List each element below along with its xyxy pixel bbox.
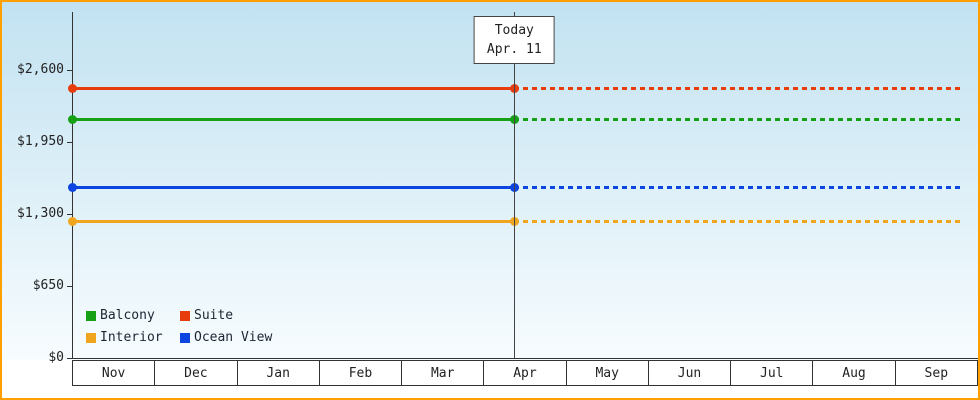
x-axis-month-cell-mar: Mar: [401, 360, 485, 386]
x-axis-month-cell-sep: Sep: [894, 360, 978, 386]
today-line: [514, 12, 516, 358]
series-line-solid-suite: [72, 87, 515, 91]
x-axis-month-cell-jan: Jan: [236, 360, 320, 386]
today-label-date: Apr. 11: [486, 42, 542, 57]
today-label-title: Today: [494, 23, 534, 38]
legend-label-interior: Interior: [100, 330, 163, 345]
x-axis-month-label: Jan: [266, 365, 290, 381]
legend-item-suite: Suite: [180, 308, 272, 323]
x-axis-month-cell-jun: Jun: [647, 360, 732, 386]
y-axis-tick-mark: [67, 286, 72, 287]
today-label: Today Apr. 11: [473, 16, 555, 64]
x-axis-month-label: Apr: [513, 365, 537, 381]
legend-item-ocean-view: Ocean View: [180, 330, 272, 345]
x-axis-month-label: Mar: [430, 365, 455, 381]
y-axis-tick-label: $650: [32, 278, 64, 293]
y-axis-tick-mark: [67, 358, 72, 359]
series-line-dashed-balcony: [514, 118, 963, 122]
y-axis-tick-label: $0: [48, 350, 64, 365]
x-axis-month-cell-dec: Dec: [154, 360, 238, 386]
legend: Balcony Suite Interior Ocean View: [86, 308, 272, 345]
y-axis-tick-label: $2,600: [17, 62, 64, 77]
series-dot-start-suite: [67, 84, 77, 94]
x-axis-month-cell-jul: Jul: [730, 360, 814, 386]
legend-label-suite: Suite: [194, 308, 234, 323]
y-axis-tick-label: $1,950: [17, 134, 64, 149]
x-axis-month-cell-aug: Aug: [812, 360, 896, 386]
series-line-solid-balcony: [72, 118, 515, 122]
x-axis-month-row: Nov Dec Jan Feb Mar Apr May Jun Jul Aug Sep: [72, 360, 978, 386]
legend-item-interior: Interior: [86, 330, 180, 345]
y-axis-tick-mark: [67, 142, 72, 143]
x-axis-month-cell-apr: Apr: [483, 360, 567, 386]
x-axis-line: [72, 358, 978, 359]
y-axis-tick-mark: [67, 214, 72, 215]
x-axis-month-label: May: [595, 365, 619, 381]
x-axis-month-cell-feb: Feb: [318, 360, 403, 386]
x-axis-month-label: Feb: [348, 365, 373, 381]
legend-swatch-ocean-view: [180, 332, 190, 343]
x-axis-month-label: Aug: [842, 365, 866, 381]
series-line-dashed-ocean-view: [514, 185, 963, 189]
legend-label-balcony: Balcony: [100, 308, 155, 323]
series-line-solid-ocean-view: [72, 185, 515, 189]
legend-item-balcony: Balcony: [86, 308, 180, 323]
x-axis-month-label: Nov: [101, 365, 126, 381]
series-dot-start-balcony: [67, 115, 77, 125]
series-line-dashed-interior: [514, 219, 963, 223]
y-axis-tick-mark: [67, 70, 72, 71]
x-axis-month-cell-nov: Nov: [72, 360, 156, 386]
series-dot-start-interior: [67, 216, 77, 226]
x-axis-month-label: Jun: [677, 365, 702, 381]
x-axis-month-label: Sep: [924, 365, 949, 381]
series-line-solid-interior: [72, 219, 515, 223]
x-axis-month-label: Jul: [760, 365, 784, 381]
legend-swatch-interior: [86, 332, 96, 343]
x-axis-month-label: Dec: [184, 365, 208, 381]
series-dot-start-ocean-view: [67, 182, 77, 192]
x-axis-month-cell-may: May: [565, 360, 649, 386]
series-line-dashed-suite: [514, 87, 963, 91]
legend-label-ocean-view: Ocean View: [194, 330, 273, 345]
legend-swatch-balcony: [86, 310, 96, 321]
y-axis-tick-label: $1,300: [17, 206, 64, 221]
legend-swatch-suite: [180, 310, 190, 321]
